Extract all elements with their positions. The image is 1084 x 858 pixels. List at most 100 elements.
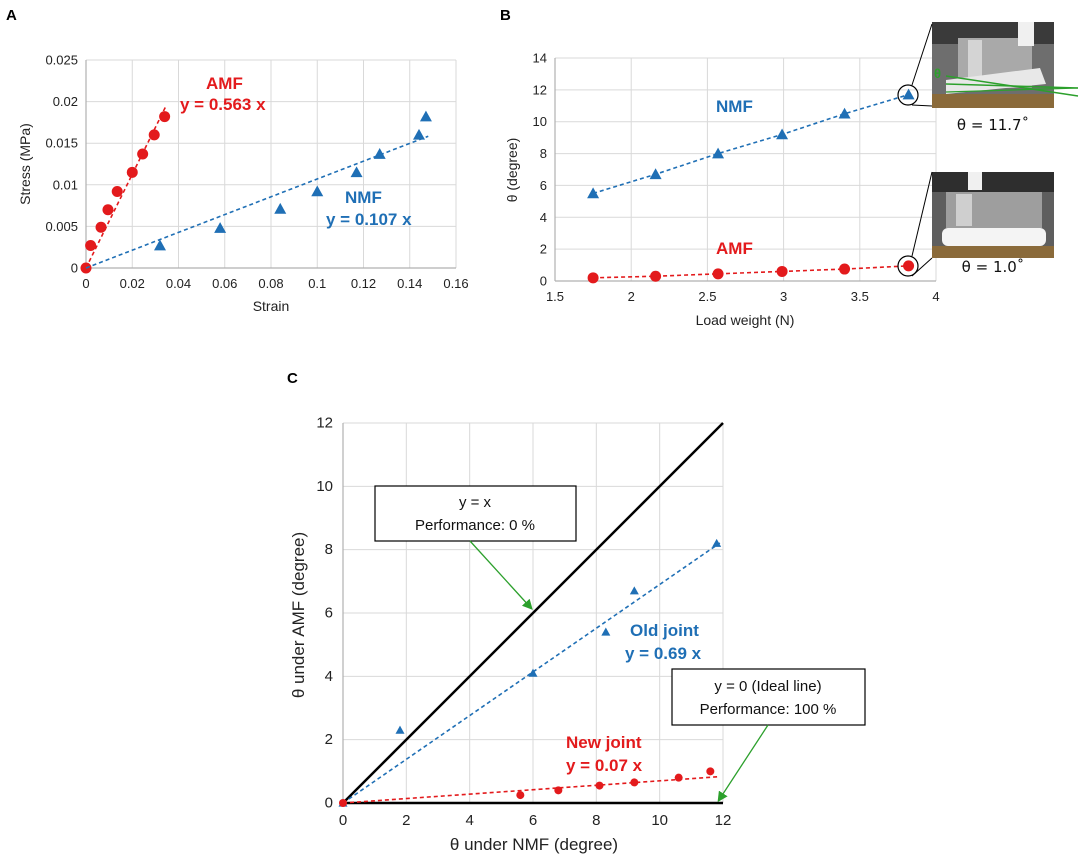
panel-b-y-tick-label: 2 bbox=[540, 242, 547, 257]
panel-a: 0 0.02 0.04 0.06 0.08 0.1 0.12 0.14 0.16 0 0.005 0.… bbox=[6, 7, 469, 314]
annotation-box-y-equals-x: y = x Performance: 0 % bbox=[374, 485, 577, 542]
panel-c-new-joint-point bbox=[630, 778, 639, 787]
panel-a-nmf-point bbox=[214, 222, 227, 233]
panel-c-x-tick-label: 6 bbox=[529, 812, 537, 829]
panel-c-old-joint-point bbox=[395, 725, 405, 734]
panel-a-amf-equation: y = 0.563 x bbox=[180, 95, 266, 114]
panel-a-y-tick-label: 0.005 bbox=[45, 219, 78, 234]
panel-c-x-tick-label: 2 bbox=[402, 812, 410, 829]
panel-c-reference-line bbox=[342, 422, 724, 804]
panel-b-amf-label: AMF bbox=[716, 239, 753, 258]
panel-a-amf-point bbox=[95, 221, 107, 233]
panel-c-x-tick-label: 8 bbox=[592, 812, 600, 829]
panel-a-amf-point bbox=[102, 204, 114, 216]
panel-b-nmf-line bbox=[592, 93, 909, 195]
panel-c-y-tick-label: 12 bbox=[316, 415, 333, 432]
photo-nmf-joint: θ θ = 11.7˚ bbox=[932, 22, 1079, 134]
panel-c-new-joint-point bbox=[339, 799, 347, 807]
photo-amf-caption: θ = 1.0˚ bbox=[962, 258, 1025, 276]
panel-a-x-tick-label: 0 bbox=[82, 276, 89, 291]
panel-b-amf-point bbox=[776, 265, 788, 277]
panel-c-y-axis-label: θ under AMF (degree) bbox=[289, 532, 308, 698]
panel-a-amf-point bbox=[159, 111, 171, 123]
panel-b-x-tick-label: 4 bbox=[932, 289, 939, 304]
panel-a-nmf-label: NMF bbox=[345, 188, 382, 207]
panel-c-data bbox=[338, 422, 724, 807]
panel-b-nmf-label: NMF bbox=[716, 97, 753, 116]
panel-c-new-joint-point bbox=[554, 786, 563, 795]
panel-b-amf-point bbox=[903, 260, 915, 272]
panel-b-x-tick-label: 3.5 bbox=[851, 289, 869, 304]
panel-b-y-tick-label: 0 bbox=[540, 274, 547, 289]
panel-a-ticks: 0 0.02 0.04 0.06 0.08 0.1 0.12 0.14 0.16 0 0.005 0.… bbox=[45, 53, 468, 292]
panel-a-amf-point bbox=[111, 185, 123, 197]
panel-b-nmf-point bbox=[776, 128, 789, 140]
panel-a-x-tick-label: 0.16 bbox=[443, 276, 468, 291]
panel-b-x-tick-label: 2 bbox=[628, 289, 635, 304]
panel-c-new-joint-point bbox=[595, 781, 604, 790]
panel-c-x-tick-label: 12 bbox=[715, 812, 732, 829]
panel-c-x-tick-label: 0 bbox=[339, 812, 347, 829]
panel-c-new-joint-point bbox=[516, 791, 525, 800]
panel-b-nmf-point bbox=[649, 168, 662, 180]
panel-b-x-tick-label: 1.5 bbox=[546, 289, 564, 304]
panel-b-amf-point bbox=[712, 268, 724, 280]
panel-b: 1.5 2 2.5 3 3.5 4 0 2 4 6 8 10 12 14 B Load weight (N… bbox=[500, 7, 1079, 328]
photo-callouts bbox=[897, 23, 933, 277]
panel-a-y-tick-label: 0.01 bbox=[53, 177, 78, 192]
panel-c-old-joint-point bbox=[712, 538, 722, 547]
panel-c: 0 2 4 6 8 10 12 0 2 4 6 8 10 12 C θ under NMF (degree… bbox=[287, 370, 866, 854]
arrow-to-y-equals-x bbox=[469, 540, 533, 610]
panel-c-old-joint-point bbox=[601, 627, 611, 636]
panel-b-amf-line bbox=[593, 265, 909, 279]
panel-c-new-joint-point bbox=[706, 767, 715, 776]
panel-c-new-joint-point bbox=[674, 773, 683, 782]
panel-b-nmf-point bbox=[587, 187, 600, 199]
panel-a-nmf-fit-line bbox=[85, 135, 429, 269]
panel-a-y-tick-label: 0 bbox=[71, 261, 78, 276]
panel-b-x-tick-label: 3 bbox=[780, 289, 787, 304]
panel-a-nmf-equation: y = 0.107 x bbox=[326, 210, 412, 229]
box1-line1: y = x bbox=[459, 494, 492, 511]
panel-a-y-tick-label: 0.015 bbox=[45, 136, 78, 151]
panel-a-amf-point bbox=[126, 166, 138, 178]
panel-a-x-tick-label: 0.14 bbox=[397, 276, 422, 291]
panel-a-amf-point bbox=[148, 129, 160, 141]
photo-theta-symbol: θ bbox=[934, 66, 941, 81]
panel-b-y-tick-label: 14 bbox=[533, 51, 547, 66]
panel-b-y-tick-label: 10 bbox=[533, 114, 547, 129]
panel-b-y-tick-label: 6 bbox=[540, 178, 547, 193]
panel-c-x-axis-label: θ under NMF (degree) bbox=[450, 835, 618, 854]
panel-b-nmf-point bbox=[712, 147, 725, 159]
panel-c-label: C bbox=[287, 370, 298, 387]
panel-c-y-tick-label: 0 bbox=[325, 795, 333, 812]
panel-a-x-axis-label: Strain bbox=[253, 298, 290, 314]
panel-a-nmf-point bbox=[154, 239, 166, 251]
panel-a-amf-point bbox=[85, 240, 97, 252]
panel-b-x-tick-label: 2.5 bbox=[698, 289, 716, 304]
panel-a-nmf-point bbox=[373, 148, 386, 159]
photo-amf-joint: θ = 1.0˚ bbox=[932, 172, 1054, 276]
panel-b-y-tick-label: 4 bbox=[540, 210, 547, 225]
panel-a-amf-point bbox=[137, 148, 149, 160]
panel-b-data bbox=[587, 88, 915, 284]
panel-b-x-axis-label: Load weight (N) bbox=[696, 312, 795, 328]
panel-a-x-tick-label: 0.08 bbox=[258, 276, 283, 291]
panel-b-ticks: 1.5 2 2.5 3 3.5 4 0 2 4 6 8 10 12 14 bbox=[533, 51, 940, 305]
panel-a-nmf-point bbox=[311, 185, 324, 197]
panel-c-y-tick-label: 8 bbox=[325, 541, 333, 558]
panel-c-old-joint-point bbox=[629, 586, 639, 595]
panel-a-y-axis-label: Stress (MPa) bbox=[17, 123, 33, 205]
photo-nmf-caption: θ = 11.7˚ bbox=[957, 116, 1029, 134]
panel-c-new-joint-equation: y = 0.07 x bbox=[566, 756, 643, 775]
panel-b-amf-point bbox=[650, 270, 662, 282]
panel-c-y-tick-label: 4 bbox=[325, 668, 333, 685]
panel-c-old-joint-point bbox=[528, 668, 538, 677]
panel-a-x-tick-label: 0.06 bbox=[212, 276, 237, 291]
box1-line2: Performance: 0 % bbox=[415, 517, 535, 534]
panel-a-nmf-point bbox=[419, 110, 432, 122]
panel-c-x-tick-label: 4 bbox=[465, 812, 473, 829]
panel-c-old-joint-fit-line bbox=[342, 542, 721, 804]
panel-a-nmf-point bbox=[274, 202, 287, 214]
panel-a-label: A bbox=[6, 7, 17, 24]
